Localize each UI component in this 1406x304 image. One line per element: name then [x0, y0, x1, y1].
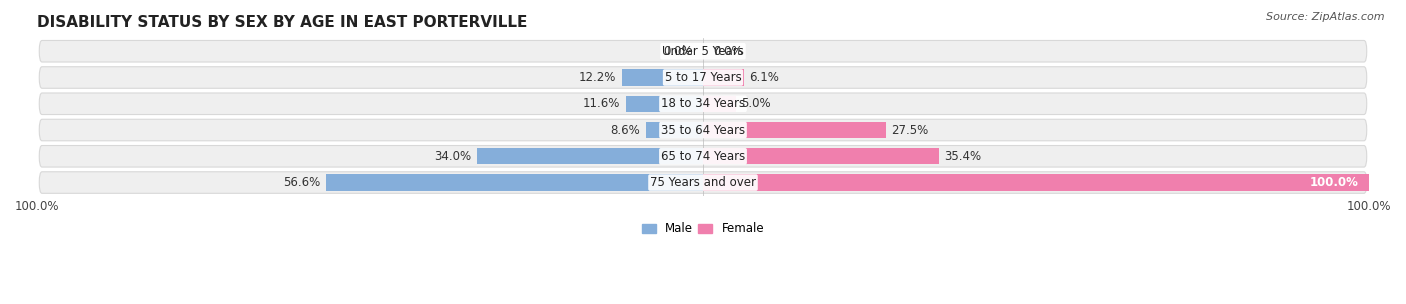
- Bar: [703, 148, 939, 164]
- Text: 0.0%: 0.0%: [713, 45, 742, 58]
- Bar: [621, 69, 703, 86]
- Text: 65 to 74 Years: 65 to 74 Years: [661, 150, 745, 163]
- FancyBboxPatch shape: [39, 67, 1367, 88]
- Text: 35 to 64 Years: 35 to 64 Years: [661, 123, 745, 136]
- Text: DISABILITY STATUS BY SEX BY AGE IN EAST PORTERVILLE: DISABILITY STATUS BY SEX BY AGE IN EAST …: [37, 15, 527, 30]
- Text: 5.0%: 5.0%: [741, 97, 772, 110]
- Text: 34.0%: 34.0%: [434, 150, 471, 163]
- Text: Source: ZipAtlas.com: Source: ZipAtlas.com: [1267, 12, 1385, 22]
- Text: 6.1%: 6.1%: [749, 71, 779, 84]
- Bar: [703, 174, 1369, 191]
- Text: 0.0%: 0.0%: [664, 45, 693, 58]
- Text: 56.6%: 56.6%: [284, 176, 321, 189]
- FancyBboxPatch shape: [39, 93, 1367, 115]
- FancyBboxPatch shape: [39, 146, 1367, 167]
- Bar: [703, 69, 744, 86]
- Text: 11.6%: 11.6%: [583, 97, 620, 110]
- Text: 5 to 17 Years: 5 to 17 Years: [665, 71, 741, 84]
- Text: 12.2%: 12.2%: [579, 71, 616, 84]
- FancyBboxPatch shape: [39, 119, 1367, 141]
- Legend: Male, Female: Male, Female: [637, 218, 769, 240]
- FancyBboxPatch shape: [39, 40, 1367, 62]
- Text: 27.5%: 27.5%: [891, 123, 928, 136]
- FancyBboxPatch shape: [39, 172, 1367, 193]
- Text: 35.4%: 35.4%: [943, 150, 981, 163]
- Bar: [703, 122, 886, 138]
- Bar: [645, 122, 703, 138]
- Text: Under 5 Years: Under 5 Years: [662, 45, 744, 58]
- Text: 18 to 34 Years: 18 to 34 Years: [661, 97, 745, 110]
- Text: 8.6%: 8.6%: [610, 123, 640, 136]
- Bar: [477, 148, 703, 164]
- Text: 100.0%: 100.0%: [1310, 176, 1358, 189]
- Bar: [626, 96, 703, 112]
- Bar: [326, 174, 703, 191]
- Text: 75 Years and over: 75 Years and over: [650, 176, 756, 189]
- Bar: [703, 96, 737, 112]
